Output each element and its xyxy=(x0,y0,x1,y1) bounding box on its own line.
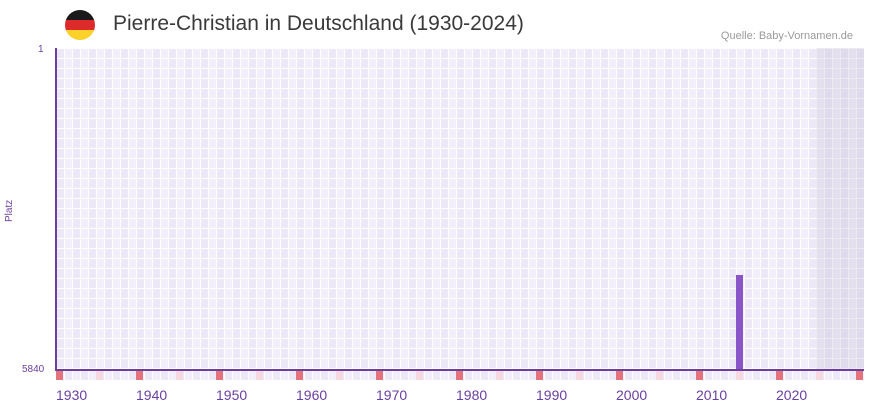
year-marker xyxy=(416,371,423,380)
year-marker xyxy=(536,371,543,380)
x-tick-label: 1940 xyxy=(136,387,168,403)
year-marker xyxy=(496,371,503,380)
chart-title: Pierre-Christian in Deutschland (1930-20… xyxy=(113,12,524,35)
x-tick-label: 1980 xyxy=(456,387,488,403)
x-tick-label: 2000 xyxy=(616,387,648,403)
year-marker xyxy=(776,371,783,380)
y-tick-top: 1 xyxy=(38,44,44,55)
year-marker xyxy=(456,371,463,380)
year-marker xyxy=(376,371,383,380)
year-marker xyxy=(856,371,863,380)
year-marker xyxy=(216,371,223,380)
year-marker xyxy=(256,371,263,380)
year-marker xyxy=(576,371,583,380)
x-tick-label: 1970 xyxy=(376,387,408,403)
bar-2015[interactable] xyxy=(736,275,743,370)
grid xyxy=(56,48,864,370)
year-marker xyxy=(336,371,343,380)
year-marker xyxy=(96,371,103,380)
year-marker xyxy=(656,371,663,380)
year-marker xyxy=(56,371,63,380)
x-tick-label: 1990 xyxy=(536,387,568,403)
year-marker xyxy=(136,371,143,380)
year-marker xyxy=(816,371,823,380)
x-tick-label: 1930 xyxy=(56,387,88,403)
plot-area xyxy=(56,48,864,370)
year-marker xyxy=(176,371,183,380)
x-tick-label: 1960 xyxy=(296,387,328,403)
x-axis xyxy=(55,369,864,371)
year-marker xyxy=(736,371,743,380)
x-tick-label: 2010 xyxy=(696,387,728,403)
source-credit: Quelle: Baby-Vornamen.de xyxy=(720,30,853,42)
germany-flag-icon xyxy=(65,10,95,40)
future-shade xyxy=(816,48,864,370)
year-marker xyxy=(616,371,623,380)
y-axis xyxy=(55,48,57,371)
year-marker xyxy=(696,371,703,380)
x-tick-label: 1950 xyxy=(216,387,248,403)
y-tick-bottom: 5840 xyxy=(22,364,45,375)
y-axis-label: Platz xyxy=(4,199,15,222)
year-marker xyxy=(296,371,303,380)
x-tick-label: 2020 xyxy=(776,387,808,403)
